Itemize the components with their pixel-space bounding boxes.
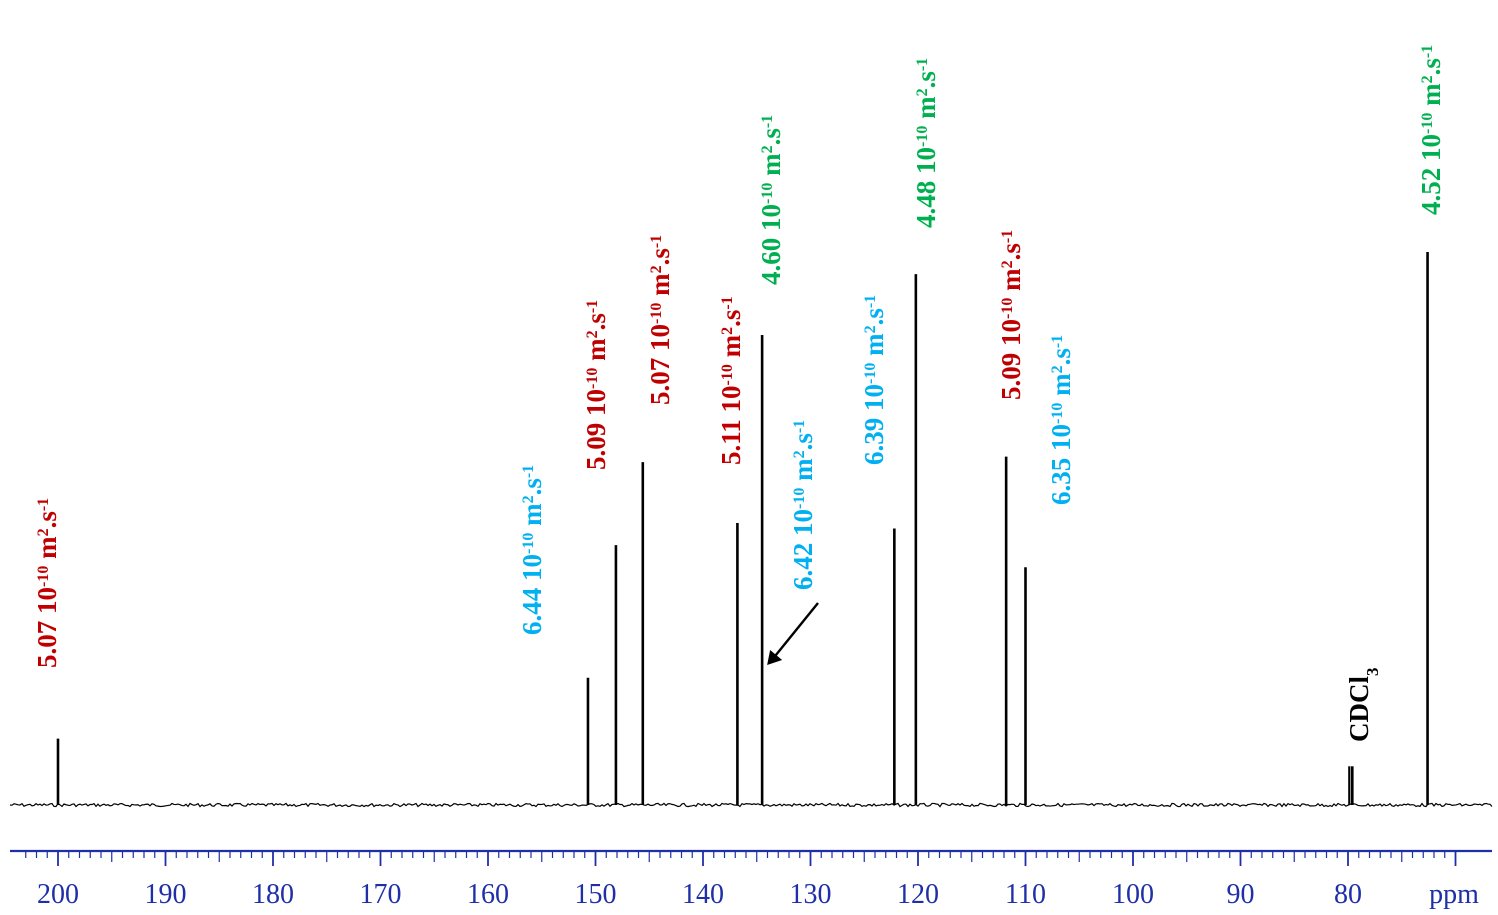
diffusion-annotations: 5.07 10-10 m2.s-1 6.44 10-10 m2.s-1 5.09 1…: [32, 45, 1446, 742]
diffusion-label-green: 4.48 10-10 m2.s-1: [911, 58, 941, 228]
diffusion-label-blue: 6.44 10-10 m2.s-1: [517, 465, 547, 635]
x-tick-label: 120: [897, 879, 939, 910]
diffusion-label-red: 5.07 10-10 m2.s-1: [645, 235, 675, 405]
diffusion-label-blue: 6.35 10-10 m2.s-1: [1046, 335, 1076, 505]
x-axis: 200 190 180 170 160 150 140 130 120 110 100 90 80: [10, 849, 1492, 910]
x-tick-label: 180: [252, 879, 294, 910]
x-tick-label: 110: [1005, 879, 1046, 910]
solvent-label: CDCl3: [1344, 668, 1382, 743]
diffusion-label-red: 5.07 10-10 m2.s-1: [32, 498, 62, 668]
x-tick-label: 80: [1334, 879, 1362, 910]
x-tick-label: 190: [145, 879, 187, 910]
diffusion-label-blue: 6.39 10-10 m2.s-1: [859, 295, 889, 465]
x-tick-label: 140: [682, 879, 724, 910]
x-axis-label: ppm: [1429, 879, 1479, 910]
baseline-noise: [9, 802, 1493, 808]
diffusion-label-red: 5.09 10-10 m2.s-1: [996, 230, 1026, 400]
x-tick-label: 160: [467, 879, 509, 910]
pointer-arrow-head: [767, 650, 783, 665]
x-tick-label: 100: [1112, 879, 1154, 910]
pointer-arrow-shaft: [774, 602, 819, 657]
diffusion-label-red: 5.11 10-10 m2.s-1: [716, 296, 746, 465]
diffusion-label-green: 4.52 10-10 m2.s-1: [1416, 45, 1446, 215]
diffusion-label-red: 5.09 10-10 m2.s-1: [581, 300, 611, 470]
diffusion-label-blue: 6.42 10-10 m2.s-1: [788, 420, 818, 590]
diffusion-label-green: 4.60 10-10 m2.s-1: [756, 115, 786, 285]
x-tick-label: 90: [1227, 879, 1255, 910]
spectrum-trace-group: [9, 252, 1493, 808]
x-tick-label: 200: [37, 879, 79, 910]
x-tick-label: 130: [790, 879, 832, 910]
x-tick-label: 170: [360, 879, 402, 910]
x-tick-label: 150: [575, 879, 617, 910]
